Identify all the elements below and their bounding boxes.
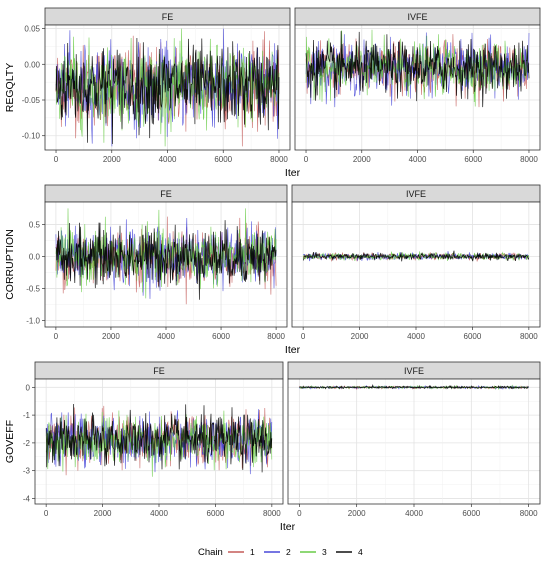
legend-item-3: 3	[300, 547, 327, 557]
x-axis-title: Iter	[280, 521, 296, 533]
facet-label: FE	[162, 12, 174, 22]
x-tick-label: 6000	[212, 332, 230, 341]
trace-chain-3	[55, 28, 280, 147]
y-tick-label: 0.00	[24, 60, 40, 69]
trace-chain-4	[45, 403, 273, 473]
x-tick-label: 0	[44, 509, 49, 518]
panel-regqlty-fe: FE 0 2000 4000 6000 8000 -0.10 -0.05 0.00 0.05	[22, 7, 291, 164]
legend-label: 4	[358, 547, 363, 557]
legend: Chain 1 2 3 4	[198, 547, 363, 558]
x-tick-label: 0	[54, 155, 59, 164]
y-tick-label: 0.5	[29, 220, 41, 229]
trace-chain-4	[55, 220, 277, 300]
panel-goveff-fe: FE 0 2000 4000 6000 8000 -4 -3 -2 -1 0	[23, 361, 284, 518]
facet-label: IVFE	[404, 366, 424, 376]
x-tick-label: 4000	[407, 332, 425, 341]
facet-label: IVFE	[406, 189, 426, 199]
x-tick-label: 2000	[353, 155, 371, 164]
x-tick-label: 2000	[351, 332, 369, 341]
x-tick-label: 2000	[102, 332, 120, 341]
x-tick-label: 8000	[520, 155, 538, 164]
trace-chain-4	[299, 384, 529, 390]
y-tick-label: -1	[23, 411, 31, 420]
x-tick-label: 8000	[263, 509, 281, 518]
facet-row-regqlty: FE 0 2000 4000 6000 8000 -0.10 -0.05 0.00 0.05 IVF…	[4, 7, 541, 179]
y-axis-title: CORRUPTION	[4, 229, 16, 300]
legend-label: 1	[250, 547, 255, 557]
panel-corruption-fe: FE 0 2000 4000 6000 8000 -1.0 -0.5 0.0 0.5	[26, 184, 288, 341]
y-tick-label: -2	[23, 439, 31, 448]
legend-item-2: 2	[264, 547, 291, 557]
facet-label: IVFE	[407, 12, 427, 22]
x-tick-label: 4000	[157, 332, 175, 341]
facet-label: FE	[160, 189, 172, 199]
x-tick-label: 6000	[464, 155, 482, 164]
y-tick-label: 0.05	[24, 25, 40, 34]
x-tick-label: 6000	[214, 155, 232, 164]
y-tick-label: -4	[23, 494, 31, 503]
y-tick-label: -0.05	[22, 96, 41, 105]
x-tick-label: 0	[297, 509, 302, 518]
x-tick-label: 2000	[94, 509, 112, 518]
panel-corruption-ivfe: IVFE 0 2000 4000 6000 8000	[291, 184, 541, 341]
legend-title: Chain	[198, 547, 223, 558]
y-tick-label: -0.10	[22, 132, 41, 141]
x-tick-label: 0	[54, 332, 59, 341]
facet-label: FE	[153, 366, 165, 376]
x-tick-label: 8000	[267, 332, 285, 341]
y-tick-label: -1.0	[26, 317, 40, 326]
y-tick-label: 0.0	[29, 252, 41, 261]
x-tick-label: 2000	[348, 509, 366, 518]
panel-regqlty-ivfe: IVFE 0 2000 4000 6000 8000	[294, 7, 541, 164]
y-tick-label: -3	[23, 467, 31, 476]
x-tick-label: 2000	[103, 155, 121, 164]
x-tick-label: 4000	[409, 155, 427, 164]
facet-row-corruption: FE 0 2000 4000 6000 8000 -1.0 -0.5 0.0 0.5 IVFE 0 20…	[4, 184, 541, 356]
y-axis-title: REGQLTY	[4, 63, 16, 112]
trace-chain-4	[302, 250, 530, 262]
x-tick-label: 6000	[464, 332, 482, 341]
trace-chain-4	[55, 37, 280, 145]
x-tick-label: 0	[301, 332, 306, 341]
legend-label: 2	[286, 547, 291, 557]
x-tick-label: 0	[304, 155, 309, 164]
x-tick-label: 8000	[270, 155, 288, 164]
x-tick-label: 6000	[207, 509, 225, 518]
panel-goveff-ivfe: IVFE 0 2000 4000 6000 8000	[287, 361, 541, 518]
x-axis-title: Iter	[285, 344, 301, 356]
facet-row-goveff: FE 0 2000 4000 6000 8000 -4 -3 -2 -1 0 IVFE 0 2000 400…	[4, 361, 541, 533]
trace-chain-4	[305, 31, 530, 108]
x-tick-label: 4000	[405, 509, 423, 518]
legend-item-1: 1	[228, 547, 255, 557]
x-tick-label: 6000	[462, 509, 480, 518]
legend-item-4: 4	[336, 547, 363, 557]
y-tick-label: -0.5	[26, 285, 40, 294]
x-axis-title: Iter	[285, 167, 301, 179]
x-tick-label: 4000	[150, 509, 168, 518]
y-tick-label: 0	[26, 383, 31, 392]
x-tick-label: 8000	[520, 509, 538, 518]
x-tick-label: 4000	[159, 155, 177, 164]
y-axis-title: GOVEFF	[4, 420, 16, 463]
legend-label: 3	[322, 547, 327, 557]
x-tick-label: 8000	[520, 332, 538, 341]
